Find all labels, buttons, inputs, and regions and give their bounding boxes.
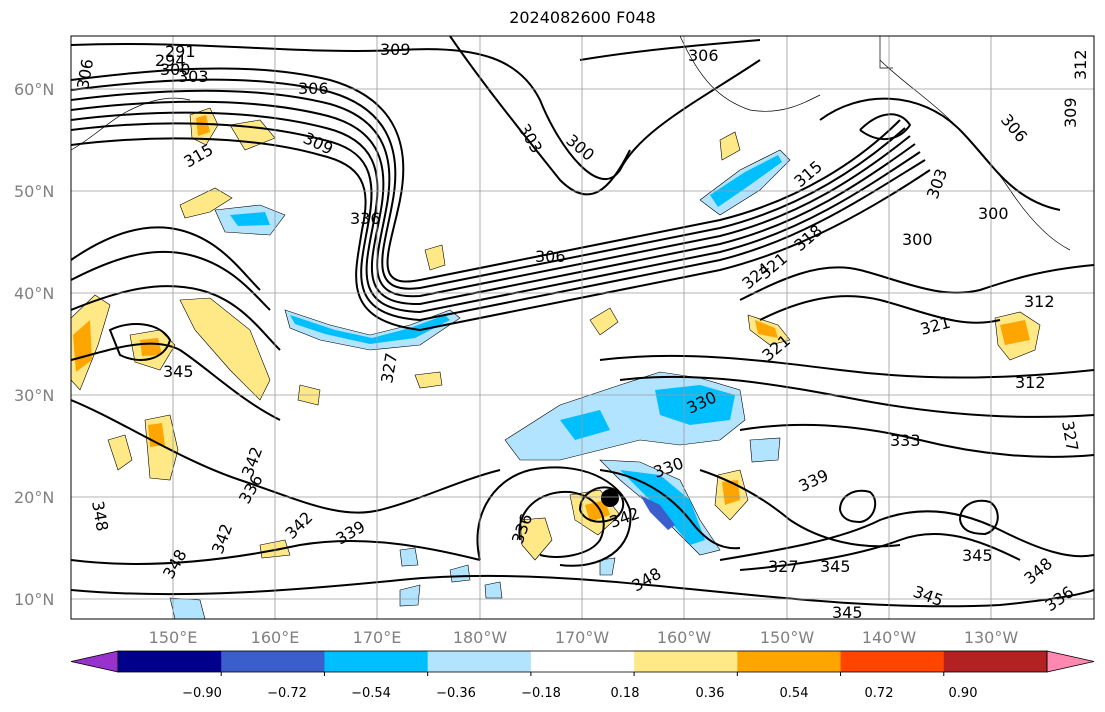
map-frame: [70, 35, 1095, 620]
contour-label: 300: [902, 230, 933, 249]
colorbar-tick-label: −0.18: [521, 686, 561, 701]
contour-label: 345: [962, 546, 993, 565]
lat-label: 20°N: [14, 488, 54, 507]
lat-label: 10°N: [14, 590, 54, 609]
colorbar-segment: [221, 651, 325, 672]
contour-label: 306: [535, 247, 566, 266]
colorbar: [70, 650, 1095, 676]
colorbar-tick-label: −0.54: [351, 686, 391, 701]
colorbar-tick-label: −0.90: [182, 686, 222, 701]
lon-label: 160°W: [657, 628, 712, 647]
lon-label: 130°W: [964, 628, 1019, 647]
lon-label: 180°W: [453, 628, 508, 647]
lon-label: 170°E: [353, 628, 402, 647]
contour-label: 303: [178, 67, 209, 86]
colorbar-extend-low: [70, 650, 119, 673]
contour-label: 345: [163, 362, 194, 381]
shading-layer: [71, 107, 1041, 619]
contour-label: 312: [1015, 373, 1046, 392]
colorbar-segment: [840, 651, 945, 672]
longitude-labels: 150°E 160°E 170°E 180°W 170°W 160°W 150°…: [149, 628, 1019, 647]
lon-label: 150°W: [760, 628, 815, 647]
contour-label: 309: [1061, 97, 1080, 128]
colorbar-segment: [530, 651, 635, 672]
contour-label: 327: [768, 557, 799, 576]
colorbar-tick-label: −0.36: [436, 686, 476, 701]
colorbar-segment: [634, 651, 738, 672]
lon-label: 150°E: [149, 628, 198, 647]
shade-darkblue: [640, 495, 675, 530]
contour-label: 345: [832, 603, 863, 622]
lon-label: 140°W: [862, 628, 917, 647]
colorbar-tick-label: −0.72: [267, 686, 307, 701]
colorbar-segment: [943, 651, 1048, 672]
colorbar-tick-label: 0.72: [865, 686, 894, 701]
contour-label: 336: [350, 209, 381, 228]
colorbar-segment: [118, 651, 222, 672]
latitude-labels: 10°N 20°N 30°N 40°N 50°N 60°N: [14, 80, 54, 609]
contour-label: 294: [155, 51, 186, 70]
colorbar-tick-label: 0.36: [696, 686, 725, 701]
contour-label: 312: [1024, 292, 1055, 311]
colorbar-tick-label: 0.54: [780, 686, 809, 701]
contour-label: 309: [380, 40, 411, 59]
contour-label: 306: [298, 79, 329, 98]
lon-label: 170°W: [555, 628, 610, 647]
lat-label: 40°N: [14, 284, 54, 303]
contour-label: 291: [165, 42, 196, 61]
colorbar-segment: [737, 651, 842, 672]
colorbar-tick-label: 0.18: [611, 686, 640, 701]
colorbar-tick-label: 0.90: [949, 686, 978, 701]
contour-label: 312: [1071, 49, 1090, 80]
map-title: 2024082600 F048: [509, 8, 656, 27]
contour-label: 345: [820, 557, 851, 576]
colorbar-ticks: −0.90 −0.72 −0.54 −0.36 −0.18 0.18 0.36 …: [182, 686, 977, 701]
lat-label: 50°N: [14, 182, 54, 201]
contour-label: 300: [978, 204, 1009, 223]
contour-label: 300: [160, 60, 191, 79]
colorbar-segment: [324, 651, 429, 672]
lat-label: 60°N: [14, 80, 54, 99]
shade-positive: [71, 107, 1041, 561]
colorbar-segment: [427, 651, 532, 672]
shade-low-center: [601, 489, 619, 507]
colorbar-frame: [117, 650, 1048, 673]
shade-blue: [230, 155, 782, 545]
graticule: [71, 36, 1094, 619]
lon-label: 160°E: [251, 628, 300, 647]
contour-label: 306: [688, 46, 719, 65]
colorbar-extend-high: [1046, 650, 1095, 673]
contour-label: 333: [890, 431, 921, 450]
lat-label: 30°N: [14, 386, 54, 405]
